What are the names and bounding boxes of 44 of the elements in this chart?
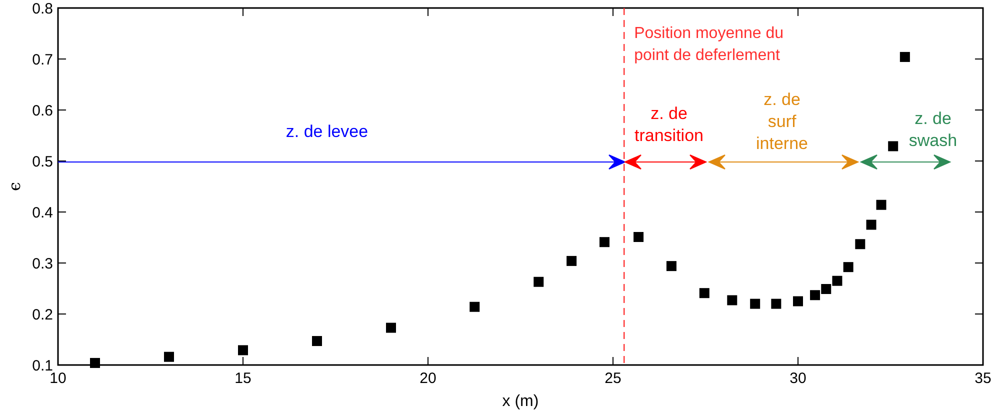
point [771, 298, 782, 309]
point [832, 276, 842, 286]
y-tick-label: 0.2 [32, 306, 53, 324]
annotation: z. de swash [908, 109, 958, 150]
y-tick-label: 0.6 [32, 102, 53, 120]
point [534, 276, 544, 287]
point [666, 261, 676, 272]
point [599, 237, 610, 248]
point [750, 298, 760, 309]
point [843, 262, 854, 272]
point [238, 345, 248, 356]
point [876, 200, 886, 210]
point [164, 352, 174, 362]
x-tick-label: 20 [420, 370, 436, 387]
point [855, 239, 866, 250]
x-tick-label: 25 [604, 370, 622, 387]
y-tick-label: 0.4 [32, 204, 53, 222]
y-tick-label: 0.7 [32, 51, 53, 68]
x-tick-label: 35 [974, 370, 992, 387]
annotation: z. de surf interne [756, 90, 808, 153]
point [810, 290, 820, 300]
x-tick-label: 30 [790, 370, 806, 387]
annotation: z. de levee [286, 122, 368, 141]
point [470, 302, 480, 312]
y-axis-title: ϵ [5, 182, 24, 191]
point [900, 52, 910, 62]
point [90, 358, 100, 368]
point [866, 220, 876, 230]
y-tick-label: 0.3 [32, 255, 53, 272]
point [386, 322, 396, 333]
x-tick-label: 15 [234, 370, 252, 387]
x-axis-title: x (m) [502, 393, 539, 410]
annotation: z. de transition [634, 104, 704, 145]
ref-line-label: Position moyenne du point de deferlement [634, 25, 784, 64]
point [699, 288, 710, 298]
point [634, 232, 644, 242]
point [793, 296, 803, 306]
y-tick-label: 0.8 [32, 0, 53, 18]
point [821, 284, 832, 294]
point [727, 295, 738, 306]
point [888, 141, 898, 152]
point [566, 256, 577, 266]
point [312, 336, 322, 346]
y-tick-label: 0.5 [32, 153, 53, 170]
